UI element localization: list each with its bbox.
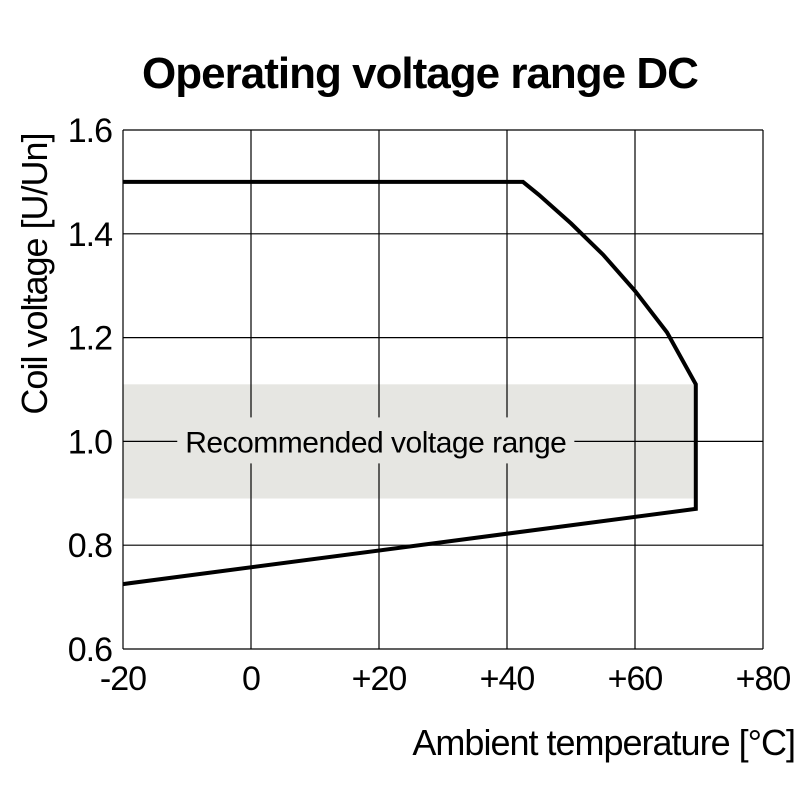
x-tick-label: +40 [480,660,535,698]
series-layer [122,179,698,587]
x-axis-label: Ambient temperature [°C] [412,722,795,763]
x-tick-label: +80 [736,660,791,698]
y-tick-label: 1.4 [68,216,112,254]
operating-range-line [122,179,698,587]
y-tick-label: 0.6 [68,631,112,669]
chart-title: Operating voltage range DC [142,49,698,98]
band-label-layer: Recommended voltage range [177,417,575,464]
x-tick-label: +60 [608,660,663,698]
x-tick-label: +20 [352,660,407,698]
y-tick-label: 0.8 [68,527,112,565]
y-tick-label: 1.0 [68,423,112,461]
band-label-background [177,417,575,464]
x-tick-label: 0 [242,660,260,698]
band-label: Recommended voltage range [185,426,566,459]
y-tick-label: 1.6 [68,112,112,150]
y-tick-label: 1.2 [68,320,112,358]
x-tick-label: -20 [100,660,146,698]
y-axis-label: Coil voltage [U/Un] [14,133,55,414]
tick-layer: -20 0 +20 +40 +60 +80 0.6 0.8 1.0 1.2 1.4 1.6 [68,112,792,698]
